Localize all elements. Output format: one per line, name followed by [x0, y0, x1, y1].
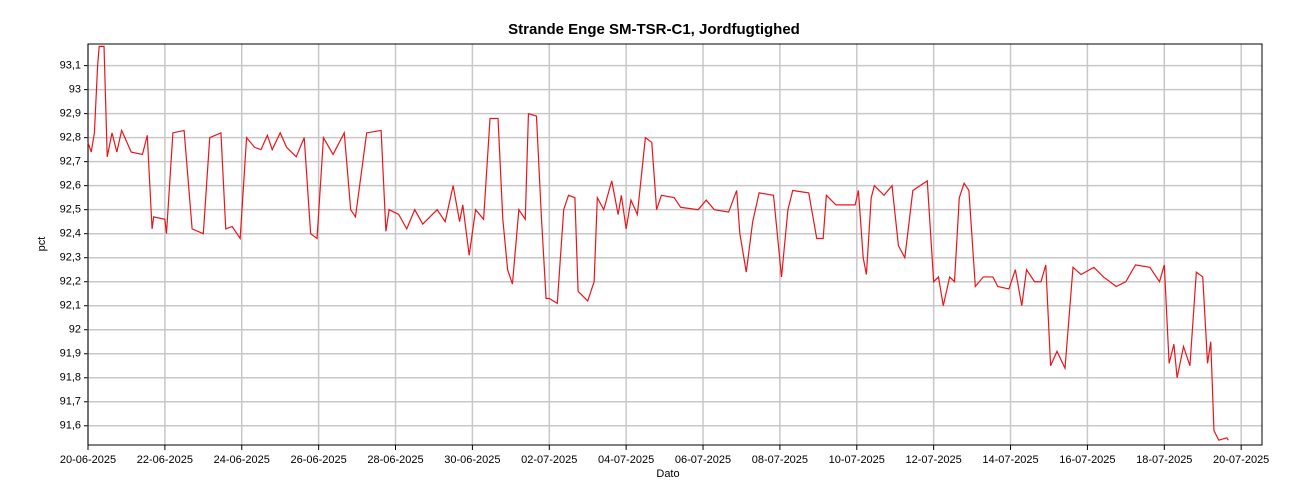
x-tick-label: 16-07-2025 [1059, 454, 1115, 466]
chart-title: Strande Enge SM-TSR-C1, Jordfugtighed [508, 21, 800, 38]
x-tick-label: 20-07-2025 [1213, 454, 1269, 466]
y-tick-label: 93,1 [60, 60, 81, 72]
y-tick-label: 92,6 [60, 180, 81, 192]
x-tick-label: 24-06-2025 [214, 454, 270, 466]
y-tick-label: 92,2 [60, 276, 81, 288]
x-tick-label: 12-07-2025 [906, 454, 962, 466]
x-axis-label: Dato [656, 468, 679, 480]
y-tick-label: 92,5 [60, 204, 81, 216]
x-tick-label: 06-07-2025 [675, 454, 731, 466]
x-tick-label: 20-06-2025 [60, 454, 116, 466]
y-tick-label: 93 [69, 84, 81, 96]
y-tick-label: 92,3 [60, 252, 81, 264]
y-tick-label: 92,1 [60, 300, 81, 312]
x-tick-label: 22-06-2025 [137, 454, 193, 466]
y-axis-label: pct [36, 237, 48, 252]
y-tick-label: 92,7 [60, 156, 81, 168]
x-tick-label: 10-07-2025 [829, 454, 885, 466]
x-tick-label: 04-07-2025 [598, 454, 654, 466]
x-tick-label: 08-07-2025 [752, 454, 808, 466]
y-tick-label: 91,9 [60, 348, 81, 360]
plot-frame [87, 43, 1263, 446]
y-tick-label: 91,7 [60, 396, 81, 408]
y-tick-label: 92,8 [60, 132, 81, 144]
x-tick-label: 28-06-2025 [367, 454, 423, 466]
y-tick-label: 91,6 [60, 420, 81, 432]
y-tick-label: 92,4 [60, 228, 81, 240]
y-tick-label: 92,9 [60, 108, 81, 120]
data-line [87, 45, 1229, 441]
x-tick-label: 30-06-2025 [444, 454, 500, 466]
x-tick-label: 02-07-2025 [521, 454, 577, 466]
y-tick-label: 91,8 [60, 372, 81, 384]
y-tick-label: 92 [69, 324, 81, 336]
x-tick-label: 14-07-2025 [982, 454, 1038, 466]
x-tick-label: 26-06-2025 [290, 454, 346, 466]
x-tick-label: 18-07-2025 [1136, 454, 1192, 466]
